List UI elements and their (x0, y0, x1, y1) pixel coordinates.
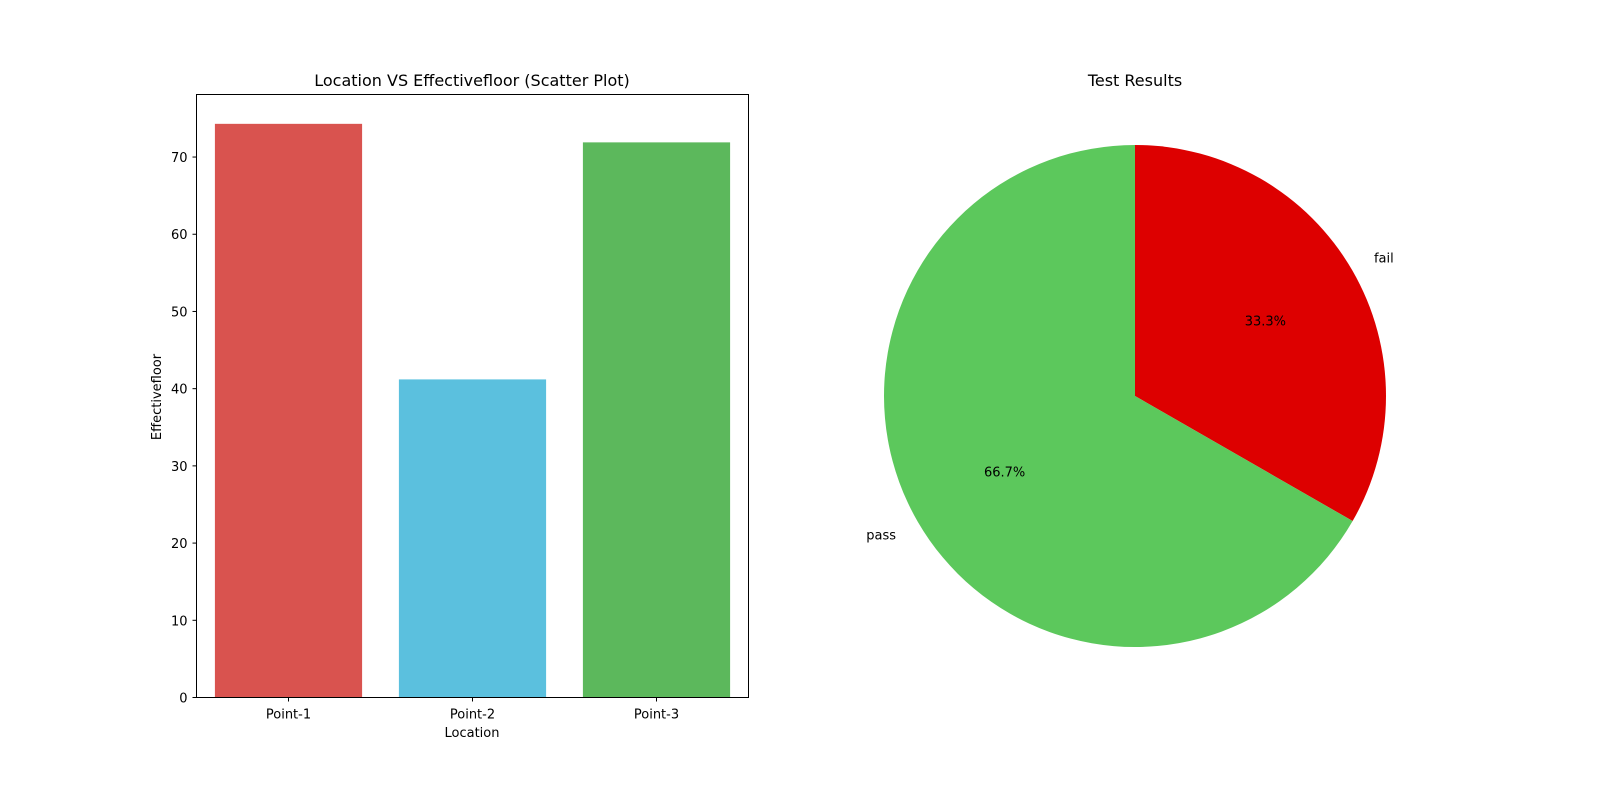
bar-point-2 (398, 379, 547, 698)
y-tick-label: 70 (171, 151, 188, 166)
y-tick-label: 0 (179, 692, 187, 707)
y-tick-label: 50 (171, 305, 188, 320)
y-tick-label: 20 (171, 537, 188, 552)
bar-group (214, 123, 731, 698)
bar-point-3 (582, 142, 731, 698)
x-axis-label: Location (445, 726, 500, 741)
pie-category-label: pass (866, 528, 896, 543)
x-tick-label: Point-3 (634, 708, 679, 723)
x-axis: Point-1 Point-2 Point-3 (266, 697, 679, 723)
x-tick-label: Point-2 (450, 708, 495, 723)
bar-chart-title: Location VS Effectivefloor (Scatter Plot… (314, 71, 630, 90)
y-tick-label: 40 (171, 383, 188, 398)
pie-slice-group (884, 145, 1386, 647)
x-tick-label: Point-1 (266, 708, 311, 723)
pie-slice-pass (884, 145, 1353, 647)
pie-percent-label: 33.3% (1245, 315, 1286, 330)
pie-chart-title: Test Results (1087, 71, 1182, 90)
y-tick-label: 10 (171, 614, 188, 629)
y-axis-label: Effectivefloor (150, 353, 165, 440)
y-axis: 0 10 20 30 40 50 60 70 (171, 151, 197, 707)
pie-percent-label: 66.7% (984, 465, 1025, 480)
bar-chart: Location VS Effectivefloor (Scatter Plot… (150, 71, 749, 741)
pie-chart: Test Results 33.3% fail 66.7% pass (866, 71, 1394, 647)
pie-slice-fail (1135, 145, 1386, 522)
bar-point-1 (214, 123, 363, 698)
y-tick-label: 60 (171, 228, 188, 243)
pie-category-label: fail (1374, 252, 1394, 267)
pie-label-group: 33.3% fail 66.7% pass (866, 252, 1393, 544)
y-tick-label: 30 (171, 460, 188, 475)
